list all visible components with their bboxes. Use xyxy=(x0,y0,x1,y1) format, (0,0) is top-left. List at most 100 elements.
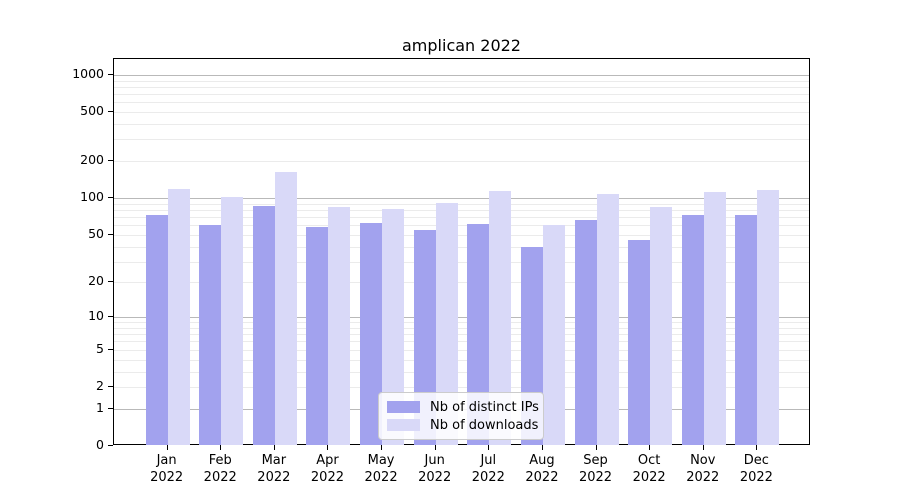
y-tick-mark xyxy=(108,385,113,387)
bar-jun-downloads xyxy=(435,203,458,445)
y-tick-label-50: 50 xyxy=(88,225,104,241)
legend: Nb of distinct IPs Nb of downloads xyxy=(378,392,544,440)
x-tick-month: Jul xyxy=(480,453,497,468)
plot-area xyxy=(113,58,810,445)
y-tick-mark xyxy=(108,281,113,283)
minor-gridline xyxy=(114,234,809,236)
minor-gridline xyxy=(114,225,809,227)
x-tick-month: Oct xyxy=(637,453,661,468)
legend-label-distinct-ips: Nb of distinct IPs xyxy=(430,399,539,415)
legend-label-downloads: Nb of downloads xyxy=(430,417,539,433)
legend-row-downloads: Nb of downloads xyxy=(387,416,539,434)
y-tick-label-200: 200 xyxy=(80,152,104,168)
legend-row-distinct-ips: Nb of distinct IPs xyxy=(387,398,539,416)
minor-gridline xyxy=(114,341,809,343)
x-tick-year: 2022 xyxy=(310,470,344,485)
y-tick-mark xyxy=(108,348,113,350)
y-tick-label-5: 5 xyxy=(96,340,104,356)
y-tick-label-1000: 1000 xyxy=(72,65,104,81)
minor-gridline xyxy=(114,124,809,126)
bar-jan-distinct-ips xyxy=(145,214,168,445)
x-tick-label-apr: Apr 2022 xyxy=(300,452,354,486)
minor-gridline xyxy=(114,261,809,263)
x-tick-label-may: May 2022 xyxy=(354,452,408,486)
x-tick-mark xyxy=(220,445,222,450)
minor-gridline xyxy=(114,209,809,211)
major-gridline xyxy=(114,317,809,319)
bar-oct-distinct-ips xyxy=(628,240,651,445)
y-tick-mark xyxy=(108,160,113,162)
bar-nov-downloads xyxy=(703,191,726,445)
bar-apr-downloads xyxy=(328,206,351,445)
x-tick-year: 2022 xyxy=(632,470,666,485)
bar-oct-downloads xyxy=(650,207,673,445)
major-gridline xyxy=(114,198,809,200)
x-tick-mark xyxy=(595,445,597,450)
x-tick-mark xyxy=(756,445,758,450)
x-tick-year: 2022 xyxy=(364,470,398,485)
bar-jul-downloads xyxy=(489,191,512,445)
y-tick-label-20: 20 xyxy=(88,273,104,289)
minor-gridline xyxy=(114,282,809,284)
y-tick-mark xyxy=(108,233,113,235)
bar-mar-downloads xyxy=(274,172,297,445)
x-tick-month: Sep xyxy=(583,453,608,468)
minor-gridline xyxy=(114,359,809,361)
x-tick-year: 2022 xyxy=(418,470,452,485)
legend-swatch-distinct-ips xyxy=(387,401,420,413)
x-tick-month: Mar xyxy=(261,453,287,468)
y-tick-mark xyxy=(108,445,113,446)
x-tick-label-nov: Nov 2022 xyxy=(676,452,730,486)
x-tick-label-sep: Sep 2022 xyxy=(569,452,623,486)
x-tick-mark xyxy=(541,445,543,450)
minor-gridline xyxy=(114,349,809,351)
bar-mar-distinct-ips xyxy=(252,205,275,445)
x-tick-month: Jan xyxy=(156,453,177,468)
x-tick-month: Aug xyxy=(529,453,555,468)
minor-gridline xyxy=(114,203,809,205)
minor-gridline xyxy=(114,246,809,248)
y-tick-label-500: 500 xyxy=(80,103,104,119)
bar-sep-downloads xyxy=(596,193,619,445)
bar-jan-downloads xyxy=(167,188,190,445)
bar-feb-distinct-ips xyxy=(199,225,222,445)
x-tick-label-jan: Jan 2022 xyxy=(140,452,194,486)
x-tick-label-aug: Aug 2022 xyxy=(515,452,569,486)
x-tick-year: 2022 xyxy=(686,470,720,485)
x-tick-month: Apr xyxy=(316,453,339,468)
x-tick-month: Feb xyxy=(208,453,232,468)
y-tick-mark xyxy=(108,111,113,113)
x-tick-label-jun: Jun 2022 xyxy=(408,452,462,486)
y-tick-label-0: 0 xyxy=(96,437,104,452)
y-tick-mark xyxy=(108,316,113,318)
minor-gridline xyxy=(114,217,809,219)
y-tick-mark xyxy=(108,73,113,75)
x-tick-mark xyxy=(488,445,490,450)
bar-sep-distinct-ips xyxy=(574,220,597,445)
x-tick-mark xyxy=(327,445,329,450)
y-tick-label-2: 2 xyxy=(96,377,104,393)
x-tick-mark xyxy=(702,445,704,450)
minor-gridline xyxy=(114,386,809,388)
minor-gridline xyxy=(114,161,809,163)
x-tick-month: Nov xyxy=(690,453,716,468)
bar-may-distinct-ips xyxy=(360,223,383,445)
legend-swatch-downloads xyxy=(387,419,420,431)
y-tick-mark xyxy=(108,407,113,409)
bar-dec-distinct-ips xyxy=(735,214,758,445)
x-tick-year: 2022 xyxy=(578,470,613,485)
x-tick-label-oct: Oct 2022 xyxy=(622,452,676,486)
x-tick-mark xyxy=(381,445,383,450)
minor-gridline xyxy=(114,80,809,82)
minor-gridline xyxy=(114,102,809,104)
x-tick-year: 2022 xyxy=(203,470,237,485)
bar-aug-downloads xyxy=(542,225,565,445)
y-tick-label-1: 1 xyxy=(96,399,104,415)
x-tick-mark xyxy=(649,445,651,450)
x-tick-mark xyxy=(434,445,436,450)
x-tick-year: 2022 xyxy=(257,470,291,485)
bar-dec-downloads xyxy=(757,190,780,445)
x-tick-label-feb: Feb 2022 xyxy=(193,452,247,486)
bar-feb-downloads xyxy=(221,196,244,445)
major-gridline xyxy=(114,74,809,76)
